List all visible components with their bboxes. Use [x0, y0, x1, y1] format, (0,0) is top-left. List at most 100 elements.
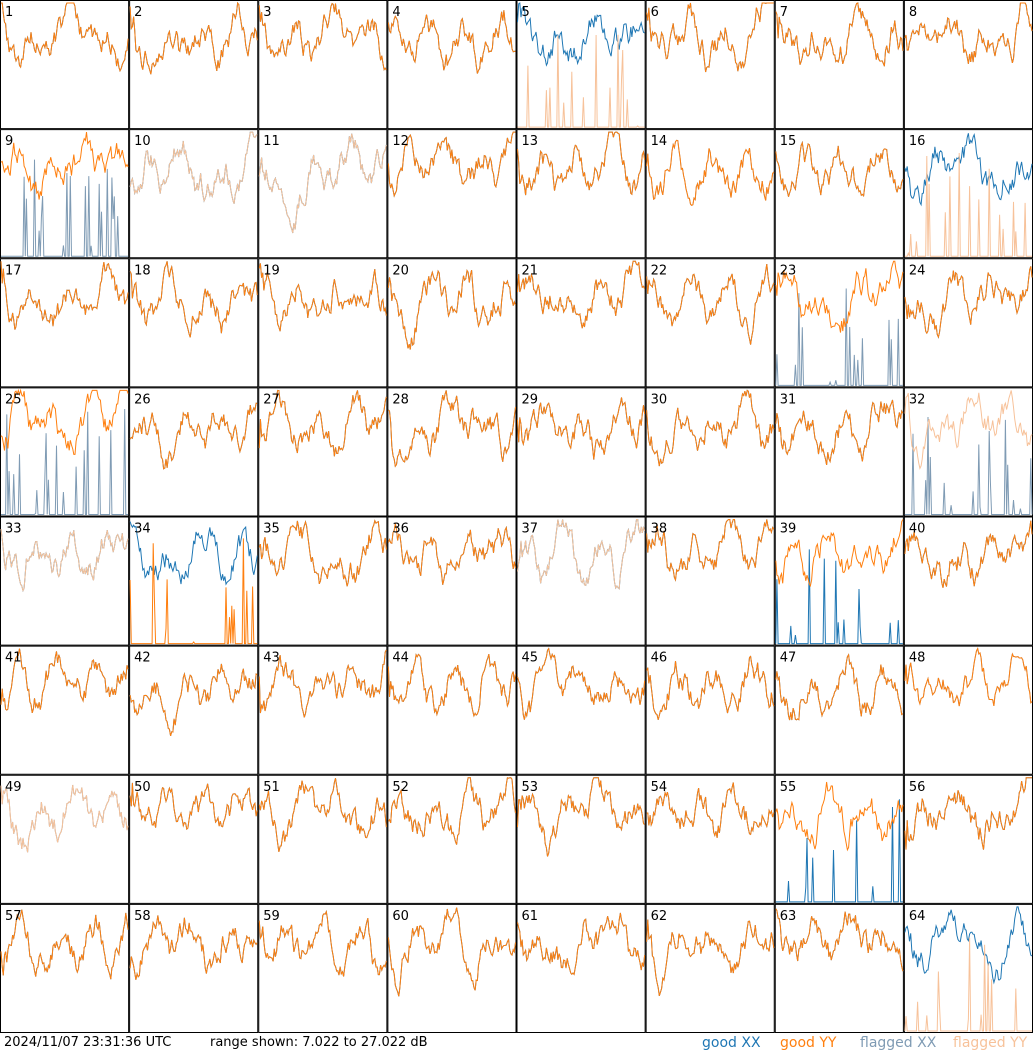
panel-label: 60: [392, 909, 409, 924]
series-yy: [517, 519, 646, 590]
panel-21: 21: [516, 258, 646, 388]
series-yy: [904, 937, 1032, 1032]
panel-label: 10: [134, 134, 151, 149]
series-yy: [646, 655, 775, 720]
series-yy: [904, 390, 1033, 470]
series-yy: [775, 140, 904, 197]
panel-19: 19: [258, 258, 388, 388]
timestamp: 2024/11/07 23:31:36 UTC: [4, 1035, 172, 1050]
panel-label: 40: [909, 522, 926, 537]
panel-34: 34: [129, 516, 259, 646]
panel-frame: [129, 903, 259, 1033]
panel-frame: [774, 516, 904, 646]
panel-label: 61: [522, 909, 539, 924]
panel-frame: [903, 258, 1033, 388]
panel-frame: [516, 0, 646, 130]
panel-14: 14: [645, 129, 775, 259]
panel-15: 15: [774, 129, 904, 259]
panel-28: 28: [387, 387, 517, 517]
panel-49: 49: [0, 774, 130, 904]
panel-10: 10: [129, 129, 259, 259]
series-yy: [517, 131, 646, 196]
series-yy: [129, 261, 258, 338]
series-yy: [904, 777, 1032, 850]
series-xx: [775, 799, 903, 903]
panel-frame: [774, 0, 904, 130]
panel-frame: [774, 903, 904, 1033]
panel-label: 30: [651, 392, 668, 407]
panel-label: 62: [651, 909, 668, 924]
panel-frame: [387, 774, 517, 904]
panel-62: 62: [645, 903, 775, 1033]
panel-56: 56: [903, 774, 1033, 904]
series-yy: [387, 777, 516, 845]
panel-frame: [258, 645, 388, 775]
panel-5: 5: [516, 0, 646, 130]
panel-8: 8: [903, 0, 1033, 130]
series-yy: [129, 915, 258, 980]
panel-32: 32: [903, 387, 1033, 517]
panel-4: 4: [387, 0, 517, 130]
series-yy: [646, 389, 775, 467]
panel-label: 63: [780, 909, 797, 924]
panel-frame: [774, 645, 904, 775]
panel-label: 24: [909, 263, 926, 278]
panel-label: 32: [909, 392, 926, 407]
panel-label: 33: [5, 522, 22, 537]
panel-23: 23: [774, 258, 904, 388]
legend-flagged-yy: flagged YY: [953, 1035, 1028, 1051]
panel-label: 50: [134, 780, 151, 795]
panel-label: 58: [134, 909, 151, 924]
panel-frame: [903, 774, 1033, 904]
panel-label: 64: [909, 909, 926, 924]
panel-label: 47: [780, 651, 797, 666]
panel-50: 50: [129, 774, 259, 904]
series-yy: [775, 260, 904, 333]
panel-label: 4: [392, 5, 400, 20]
panel-label: 37: [522, 522, 539, 537]
panel-label: 21: [522, 263, 539, 278]
panel-label: 46: [651, 651, 668, 666]
panel-label: 53: [522, 780, 539, 795]
series-yy: [517, 397, 646, 460]
series-yy: [0, 784, 129, 853]
panel-frame: [258, 387, 388, 517]
panel-45: 45: [516, 645, 646, 775]
series-yy: [0, 261, 129, 330]
series-yy: [646, 519, 775, 582]
series-yy: [775, 399, 904, 465]
panel-frame: [387, 645, 517, 775]
panel-label: 59: [263, 909, 280, 924]
panel-label: 26: [134, 392, 151, 407]
series-yy: [904, 2, 1033, 64]
panel-frame: [516, 387, 646, 517]
panel-frame: [0, 516, 130, 646]
legend-good-yy: good YY: [780, 1035, 837, 1051]
panel-frame: [258, 258, 388, 388]
series-yy: [0, 909, 129, 980]
panel-39: 39: [774, 516, 904, 646]
series-yy: [775, 781, 904, 852]
series-yy: [646, 139, 775, 207]
series-yy: [904, 647, 1033, 707]
panel-label: 12: [392, 134, 409, 149]
series-yy: [258, 910, 387, 977]
panel-frame: [129, 516, 259, 646]
panel-frame: [129, 129, 259, 259]
series-yy: [387, 907, 516, 997]
panel-1: 1: [0, 0, 130, 130]
series-yy: [387, 10, 516, 74]
series-xx: [775, 549, 903, 645]
panel-label: 56: [909, 780, 926, 795]
panel-53: 53: [516, 774, 646, 904]
panel-frame: [129, 258, 259, 388]
series-yy: [258, 389, 387, 457]
panel-17: 17: [0, 258, 130, 388]
series-yy: [0, 648, 129, 714]
series-yy: [388, 390, 516, 468]
panel-label: 2: [134, 5, 142, 20]
panel-37: 37: [516, 516, 646, 646]
panel-frame: [387, 258, 517, 388]
panel-label: 3: [263, 5, 271, 20]
